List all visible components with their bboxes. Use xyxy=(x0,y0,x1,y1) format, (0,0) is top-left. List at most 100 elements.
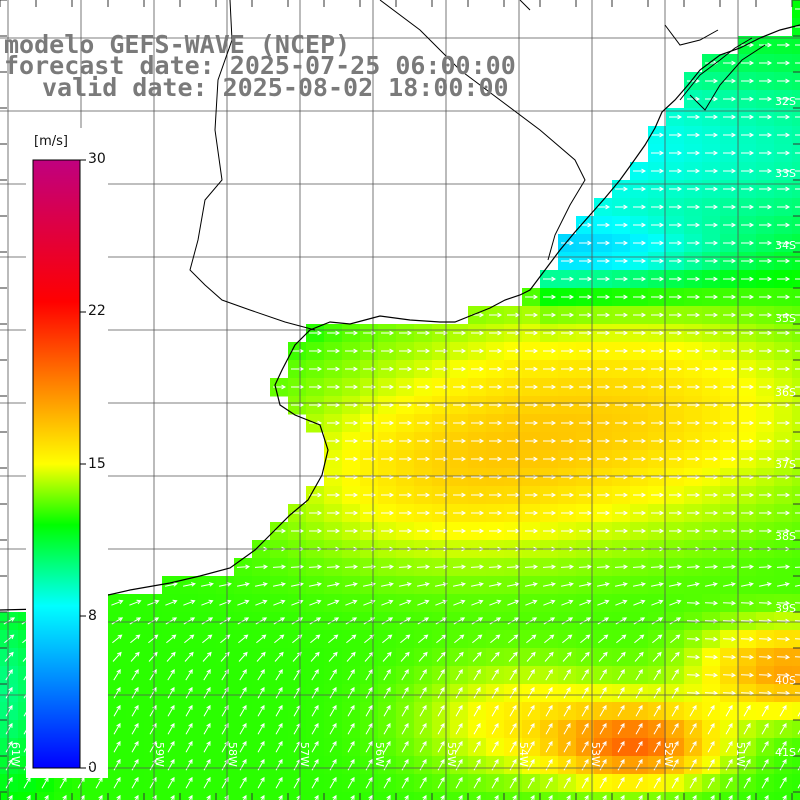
wind-arrow xyxy=(795,260,800,262)
wind-arrow xyxy=(218,582,232,587)
wind-arrow xyxy=(437,669,445,681)
wind-arrow xyxy=(795,332,800,334)
wind-arrow xyxy=(525,348,539,354)
wind-arrow xyxy=(345,330,359,336)
wind-arrow xyxy=(777,186,791,192)
wind-arrow xyxy=(525,330,539,336)
wind-arrow xyxy=(471,330,485,336)
wind-arrow xyxy=(278,794,283,800)
wind-arrow xyxy=(580,651,590,662)
wind-arrow xyxy=(471,366,485,372)
wind-arrow xyxy=(635,704,643,717)
wind-arrow xyxy=(579,456,593,462)
wind-arrow xyxy=(777,240,791,246)
wind-arrow xyxy=(219,617,232,625)
wind-arrow xyxy=(669,348,683,354)
wind-arrow xyxy=(651,599,664,606)
wind-arrow xyxy=(435,384,449,390)
wind-arrow xyxy=(525,456,539,462)
wind-arrow xyxy=(327,420,341,426)
wind-arrow xyxy=(704,636,719,642)
wind-arrow xyxy=(345,599,358,606)
wind-arrow xyxy=(579,366,593,372)
wind-arrow xyxy=(615,402,629,408)
wind-arrow xyxy=(777,348,791,354)
wind-arrow xyxy=(476,794,481,800)
wind-arrow xyxy=(669,384,683,390)
wind-arrow xyxy=(491,686,499,699)
wind-arrow xyxy=(257,758,265,771)
lon-label: 56W xyxy=(373,742,386,767)
wind-arrow xyxy=(311,776,319,789)
wind-arrow xyxy=(795,314,800,316)
lat-label: 40S xyxy=(775,674,796,687)
wind-arrow xyxy=(722,618,737,624)
wind-arrow xyxy=(399,456,413,462)
wind-cell xyxy=(504,792,523,800)
wind-arrow xyxy=(291,384,305,390)
wind-arrow xyxy=(705,276,719,282)
wind-arrow xyxy=(527,740,535,753)
wind-arrow xyxy=(238,651,248,662)
wind-cell xyxy=(432,792,451,800)
wind-arrow xyxy=(453,420,467,426)
wind-arrow xyxy=(741,402,755,408)
wind-arrow xyxy=(417,617,430,625)
wind-arrow xyxy=(131,776,139,789)
wind-arrow xyxy=(580,634,591,644)
wind-arrow xyxy=(795,350,800,352)
wind-arrow xyxy=(597,599,610,606)
wind-arrow xyxy=(759,204,773,210)
wind-arrow xyxy=(687,438,701,444)
wind-cell xyxy=(720,792,739,800)
wind-arrow xyxy=(615,222,629,228)
wind-arrow xyxy=(651,384,665,390)
wind-arrow xyxy=(776,582,790,587)
wind-arrow xyxy=(795,152,800,154)
wind-arrow xyxy=(579,510,593,516)
wind-arrow xyxy=(563,740,571,753)
wind-cell xyxy=(306,792,325,800)
wind-arrow xyxy=(704,600,719,606)
wind-arrow xyxy=(381,348,395,354)
wind-arrow xyxy=(687,168,701,174)
wind-arrow xyxy=(473,669,481,681)
wind-arrow xyxy=(329,722,337,735)
wind-arrow xyxy=(453,510,467,516)
wind-arrow xyxy=(651,438,665,444)
wind-arrow xyxy=(776,636,791,642)
wind-arrow xyxy=(797,783,800,789)
wind-arrow xyxy=(417,384,431,390)
wind-arrow xyxy=(633,402,647,408)
wind-arrow xyxy=(741,438,755,444)
wind-arrow xyxy=(650,582,664,587)
wind-arrow xyxy=(167,758,175,771)
wind-arrow xyxy=(652,634,663,644)
wind-arrow xyxy=(471,348,485,354)
wind-arrow xyxy=(167,722,175,735)
wind-arrow xyxy=(545,686,553,699)
wind-arrow xyxy=(329,776,337,789)
wind-arrow xyxy=(651,312,665,318)
wind-arrow xyxy=(795,170,800,172)
wind-arrow xyxy=(329,758,337,771)
wind-arrow xyxy=(309,402,323,408)
wind-arrow xyxy=(707,758,715,771)
wind-arrow xyxy=(454,651,464,662)
wind-arrow xyxy=(237,617,250,625)
wind-arrow xyxy=(239,704,247,717)
wind-arrow xyxy=(563,704,571,717)
wind-arrow xyxy=(581,758,589,771)
wind-arrow xyxy=(617,722,625,735)
wind-arrow xyxy=(202,651,212,662)
wind-arrow xyxy=(794,620,800,622)
wind-arrow xyxy=(185,686,193,699)
wind-arrow xyxy=(599,740,607,753)
wind-arrow xyxy=(795,116,800,118)
wind-arrow xyxy=(435,492,449,498)
wind-cell xyxy=(216,792,235,800)
wind-arrow xyxy=(651,492,665,498)
wind-arrow xyxy=(723,402,737,408)
wind-arrow xyxy=(759,132,773,138)
wind-arrow xyxy=(452,564,467,570)
